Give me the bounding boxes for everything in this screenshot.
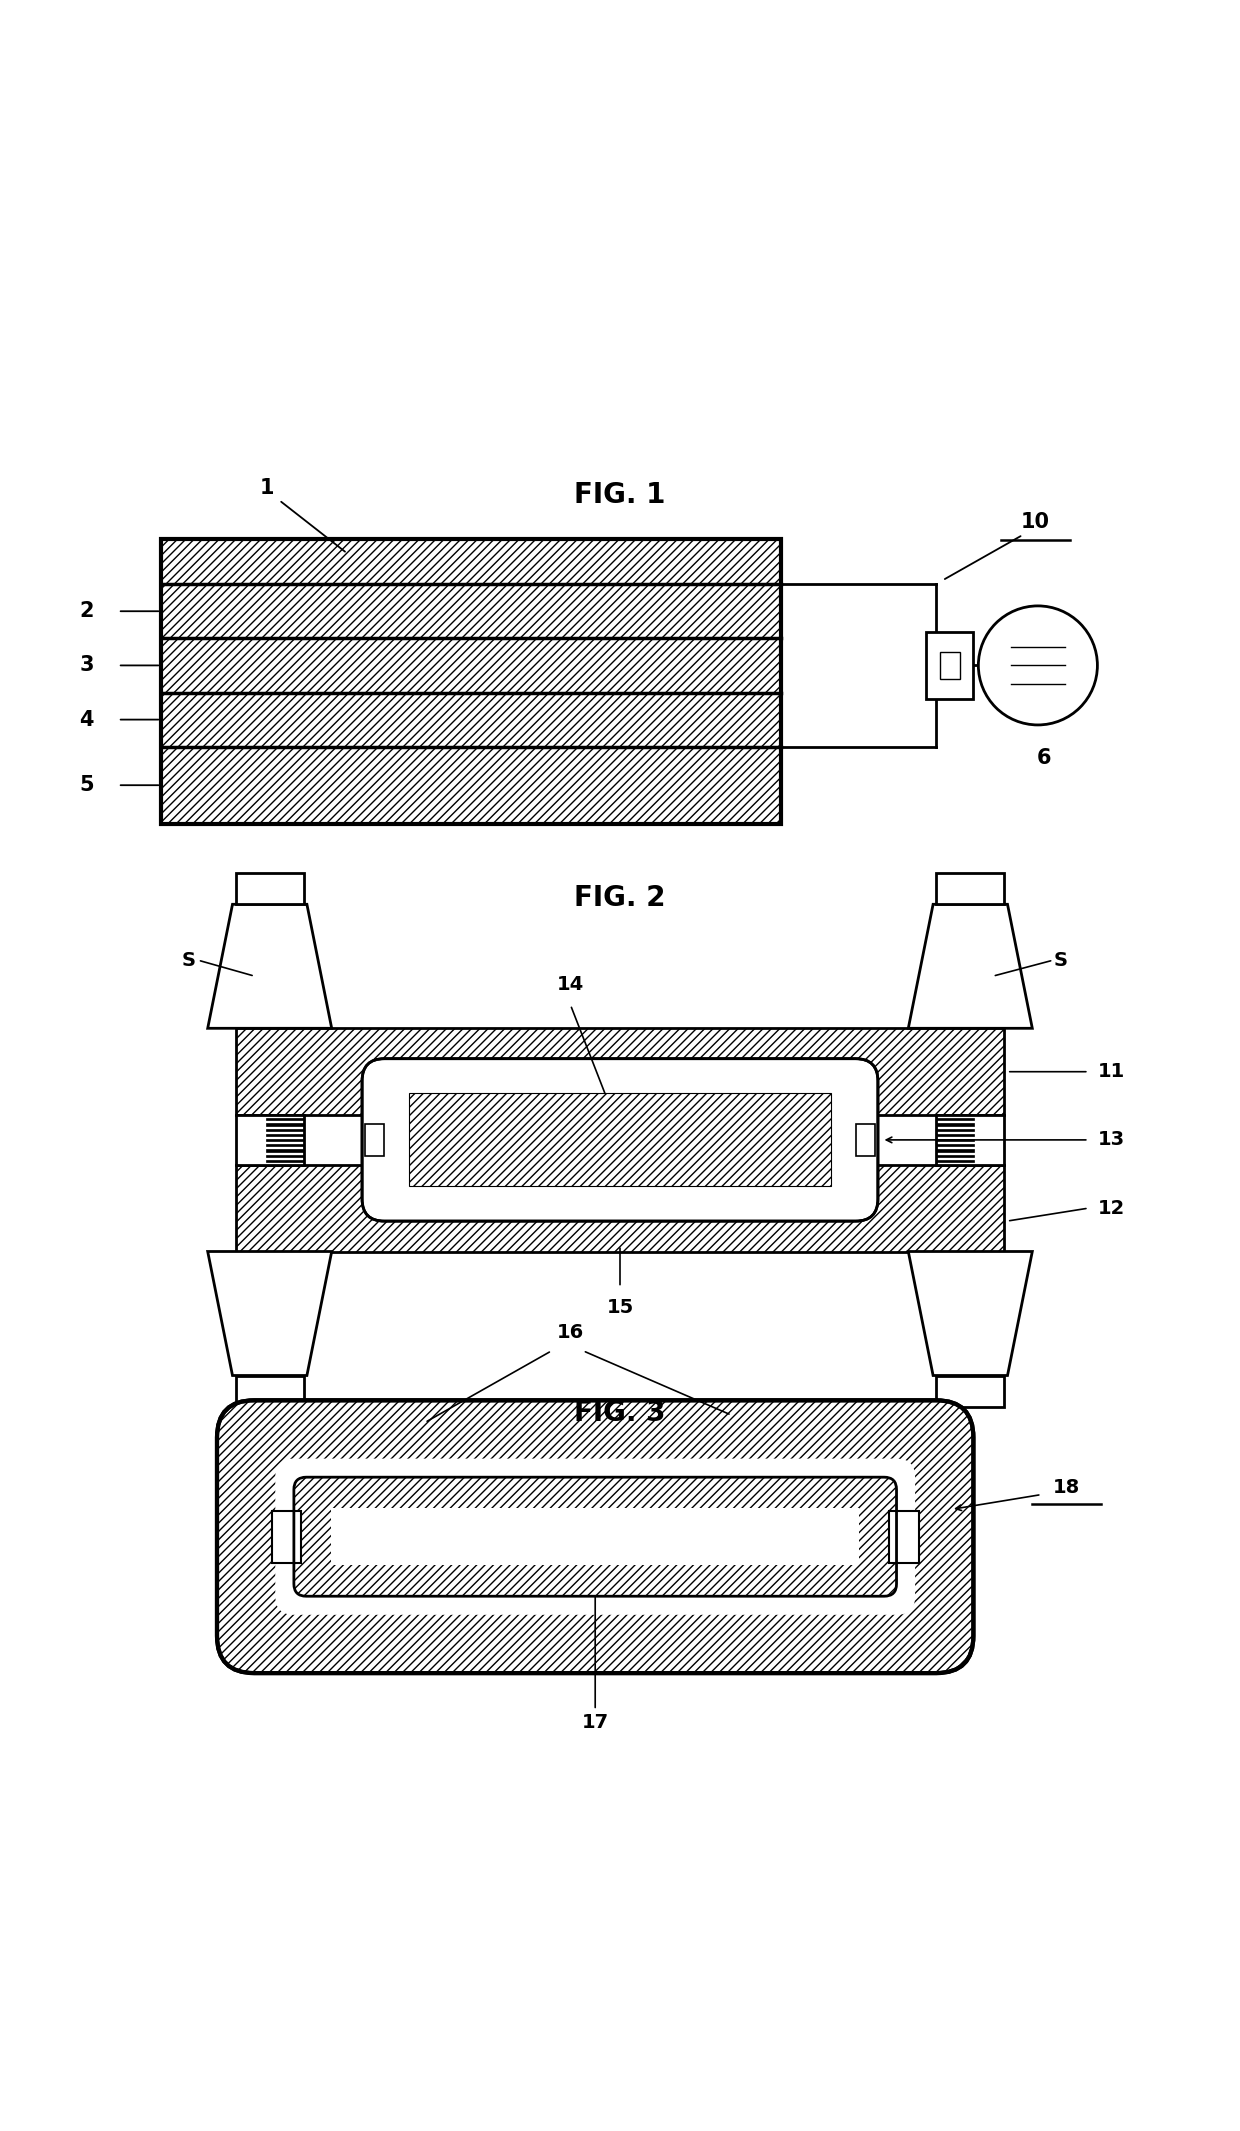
Bar: [236, 1029, 1004, 1115]
Bar: [856, 1123, 875, 1155]
Bar: [936, 1134, 973, 1136]
Bar: [936, 874, 1004, 904]
Text: 12: 12: [1097, 1198, 1125, 1217]
Bar: [267, 1138, 304, 1142]
Bar: [267, 1149, 304, 1151]
Circle shape: [978, 605, 1097, 725]
Bar: [365, 1123, 384, 1155]
FancyBboxPatch shape: [217, 1400, 973, 1673]
Bar: [236, 1166, 1004, 1251]
Text: 1: 1: [259, 477, 274, 497]
Bar: [936, 1129, 973, 1132]
Text: 11: 11: [1097, 1061, 1125, 1080]
Polygon shape: [908, 1251, 1033, 1374]
Bar: [161, 746, 781, 825]
Text: 4: 4: [79, 710, 94, 729]
FancyBboxPatch shape: [275, 1458, 915, 1615]
Bar: [161, 584, 781, 639]
Bar: [940, 652, 960, 680]
Bar: [161, 693, 781, 746]
Bar: [267, 1144, 304, 1146]
Bar: [926, 633, 973, 699]
Text: 15: 15: [606, 1298, 634, 1317]
Text: FIG. 2: FIG. 2: [574, 884, 666, 912]
Polygon shape: [207, 904, 332, 1029]
Bar: [936, 1123, 973, 1125]
Bar: [161, 539, 781, 825]
FancyBboxPatch shape: [294, 1477, 897, 1596]
Polygon shape: [908, 904, 1033, 1029]
Bar: [267, 1119, 304, 1121]
Bar: [267, 1155, 304, 1157]
Bar: [272, 1511, 301, 1562]
Text: 13: 13: [1097, 1129, 1125, 1149]
Bar: [936, 1144, 973, 1146]
Text: 3: 3: [79, 656, 94, 676]
Bar: [936, 1115, 1004, 1166]
Bar: [936, 1374, 1004, 1406]
Text: S: S: [1054, 950, 1068, 970]
Bar: [889, 1511, 919, 1562]
Text: 5: 5: [79, 776, 94, 795]
Text: S: S: [182, 950, 196, 970]
Text: 16: 16: [557, 1323, 584, 1343]
Polygon shape: [207, 1251, 332, 1374]
Bar: [267, 1159, 304, 1161]
Text: FIG. 3: FIG. 3: [574, 1398, 666, 1426]
Bar: [267, 1134, 304, 1136]
FancyBboxPatch shape: [362, 1059, 878, 1221]
Text: 10: 10: [1021, 511, 1050, 533]
Text: 17: 17: [582, 1713, 609, 1733]
Bar: [331, 1509, 859, 1566]
Bar: [236, 1374, 304, 1406]
Bar: [161, 539, 781, 584]
Text: 2: 2: [79, 601, 94, 622]
Text: 18: 18: [1053, 1477, 1080, 1496]
Bar: [267, 1129, 304, 1132]
Text: 6: 6: [1037, 748, 1052, 769]
Bar: [236, 874, 304, 904]
Text: 14: 14: [557, 976, 584, 995]
Bar: [936, 1138, 973, 1142]
Bar: [936, 1159, 973, 1161]
Bar: [936, 1155, 973, 1157]
Text: FIG. 1: FIG. 1: [574, 482, 666, 509]
Bar: [936, 1119, 973, 1121]
Bar: [236, 1115, 304, 1166]
Bar: [409, 1093, 831, 1187]
Bar: [161, 639, 781, 693]
Bar: [936, 1149, 973, 1151]
Bar: [267, 1123, 304, 1125]
